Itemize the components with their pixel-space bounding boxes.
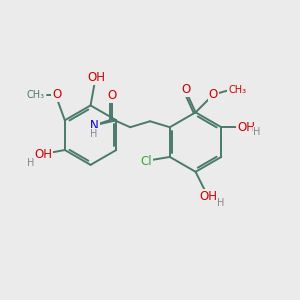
Text: N: N	[90, 119, 99, 132]
Text: CH₃: CH₃	[228, 85, 246, 94]
Text: OH: OH	[88, 71, 106, 84]
Text: CH₃: CH₃	[26, 89, 44, 100]
Text: O: O	[209, 88, 218, 101]
Text: H: H	[253, 127, 261, 137]
Text: H: H	[217, 199, 224, 208]
Text: O: O	[52, 88, 62, 101]
Text: OH: OH	[237, 121, 255, 134]
Text: OH: OH	[34, 148, 52, 161]
Text: H: H	[90, 129, 97, 139]
Text: H: H	[27, 158, 35, 168]
Text: OH: OH	[200, 190, 217, 203]
Text: O: O	[181, 83, 190, 96]
Text: O: O	[108, 89, 117, 102]
Text: Cl: Cl	[140, 155, 152, 168]
